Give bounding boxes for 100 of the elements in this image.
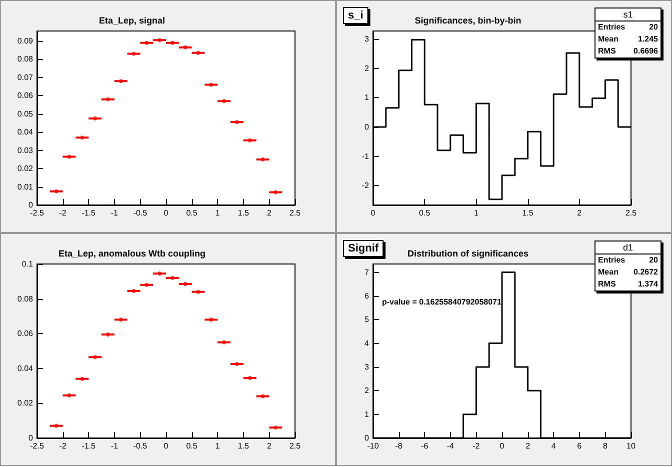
point xyxy=(274,190,278,194)
point xyxy=(274,426,278,430)
point xyxy=(222,99,226,104)
x-tick-label: -2 xyxy=(472,442,480,450)
x-tick-label: -2 xyxy=(59,442,67,450)
point xyxy=(183,45,188,50)
x-tick-label: 0.5 xyxy=(186,208,198,218)
y-tick-label: 1 xyxy=(364,410,370,419)
y-tick-label: 5 xyxy=(364,315,370,324)
point xyxy=(118,79,123,84)
point xyxy=(234,120,239,124)
y-tick-label: 1 xyxy=(364,93,370,102)
y-tick-label: 0.1 xyxy=(22,260,34,268)
point xyxy=(80,136,84,140)
y-tick-label: 7 xyxy=(364,268,370,277)
y-tick-label: 0.08 xyxy=(17,54,34,64)
point xyxy=(93,116,98,120)
y-tick-label: 0.04 xyxy=(17,128,34,137)
x-tick-label: -2.5 xyxy=(30,208,44,218)
point xyxy=(67,154,72,159)
x-tick-label: 10 xyxy=(626,442,636,450)
x-tick-label: 1 xyxy=(215,208,220,218)
point xyxy=(144,40,149,45)
chart-title: Significances, bin-by-bin xyxy=(414,16,522,26)
point xyxy=(196,290,200,294)
y-tick-label: 4 xyxy=(364,338,370,348)
y-tick-label: 0.07 xyxy=(17,72,34,82)
point xyxy=(222,340,226,344)
y-tick-label: 0.06 xyxy=(17,91,34,100)
point xyxy=(196,50,200,55)
point xyxy=(158,272,162,276)
text: RMS 0.6696 xyxy=(598,46,658,56)
y-tick-label: 0.01 xyxy=(17,182,34,192)
point xyxy=(132,288,136,293)
y-tick-label: 3 xyxy=(364,34,370,44)
text: s_i xyxy=(348,10,364,22)
point xyxy=(80,376,84,381)
point xyxy=(67,393,72,398)
x-tick-label: 0.5 xyxy=(186,442,198,450)
y-tick-label: 0.09 xyxy=(17,36,34,46)
point xyxy=(132,52,136,56)
y-tick-label: 0.02 xyxy=(17,398,34,408)
text: Mean 1.245 xyxy=(598,34,658,44)
y-tick-label: -2 xyxy=(362,181,370,190)
point xyxy=(248,376,252,380)
x-tick-label: -4 xyxy=(446,442,454,450)
x-tick-label: -0.5 xyxy=(133,442,148,450)
point xyxy=(248,138,252,142)
point xyxy=(170,276,174,280)
x-tick-label: 0 xyxy=(164,442,169,450)
x-tick-label: 1.5 xyxy=(238,442,250,450)
x-tick-label: 2.5 xyxy=(289,442,302,450)
point xyxy=(106,97,110,102)
chart-title: Eta_Lep, signal xyxy=(98,16,166,26)
x-tick-label: -2 xyxy=(59,208,67,218)
x-tick-label: 6 xyxy=(577,442,582,450)
y-tick-label: 2 xyxy=(364,386,370,396)
x-tick-label: 0 xyxy=(370,208,376,218)
x-tick-label: 2.5 xyxy=(625,208,638,218)
y-tick-label: 0 xyxy=(28,200,34,210)
x-tick-label: 8 xyxy=(602,442,608,450)
y-tick-label: 0 xyxy=(364,122,370,132)
x-tick-label: 1 xyxy=(215,442,220,450)
y-tick-label: 0.08 xyxy=(17,294,34,304)
y-tick-label: 3 xyxy=(364,362,370,372)
x-tick-label: 2 xyxy=(266,442,272,450)
text: Signif xyxy=(348,242,379,254)
x-tick-label: 2.5 xyxy=(289,208,302,218)
point xyxy=(144,282,149,287)
x-tick-label: 0.5 xyxy=(419,208,431,218)
x-tick-label: -1 xyxy=(110,442,118,450)
y-tick-label: 0.03 xyxy=(17,146,34,155)
point xyxy=(260,157,265,162)
x-tick-label: -8 xyxy=(395,442,403,450)
y-tick-label: 0 xyxy=(364,434,370,442)
text: Entries 20 xyxy=(598,22,658,32)
point xyxy=(106,332,110,336)
x-tick-label: 1.5 xyxy=(238,208,250,218)
x-tick-label: 0 xyxy=(500,442,505,450)
y-tick-label: -1 xyxy=(362,152,370,161)
x-tick-label: -0.5 xyxy=(133,208,148,218)
x-tick-label: -2.5 xyxy=(30,442,44,450)
y-tick-label: 2 xyxy=(364,64,370,73)
x-tick-label: -10 xyxy=(367,442,380,450)
text: d1 xyxy=(622,242,634,252)
point xyxy=(118,318,123,322)
point xyxy=(234,362,239,366)
chart-title: Distribution of significances xyxy=(407,248,529,258)
x-tick-label: 0 xyxy=(164,208,169,218)
y-tick-label: 6 xyxy=(364,291,370,300)
x-tick-label: -1.5 xyxy=(82,208,96,218)
point xyxy=(183,282,188,286)
y-tick-label: 0.04 xyxy=(17,364,34,373)
y-tick-label: 0.06 xyxy=(17,329,34,338)
x-tick-label: 1 xyxy=(474,208,479,218)
text: Entries 20 xyxy=(598,256,658,264)
x-tick-label: -1.5 xyxy=(82,442,96,450)
y-tick-label: 0 xyxy=(28,434,34,442)
point xyxy=(170,40,174,45)
y-tick-label: 0.02 xyxy=(17,164,34,174)
